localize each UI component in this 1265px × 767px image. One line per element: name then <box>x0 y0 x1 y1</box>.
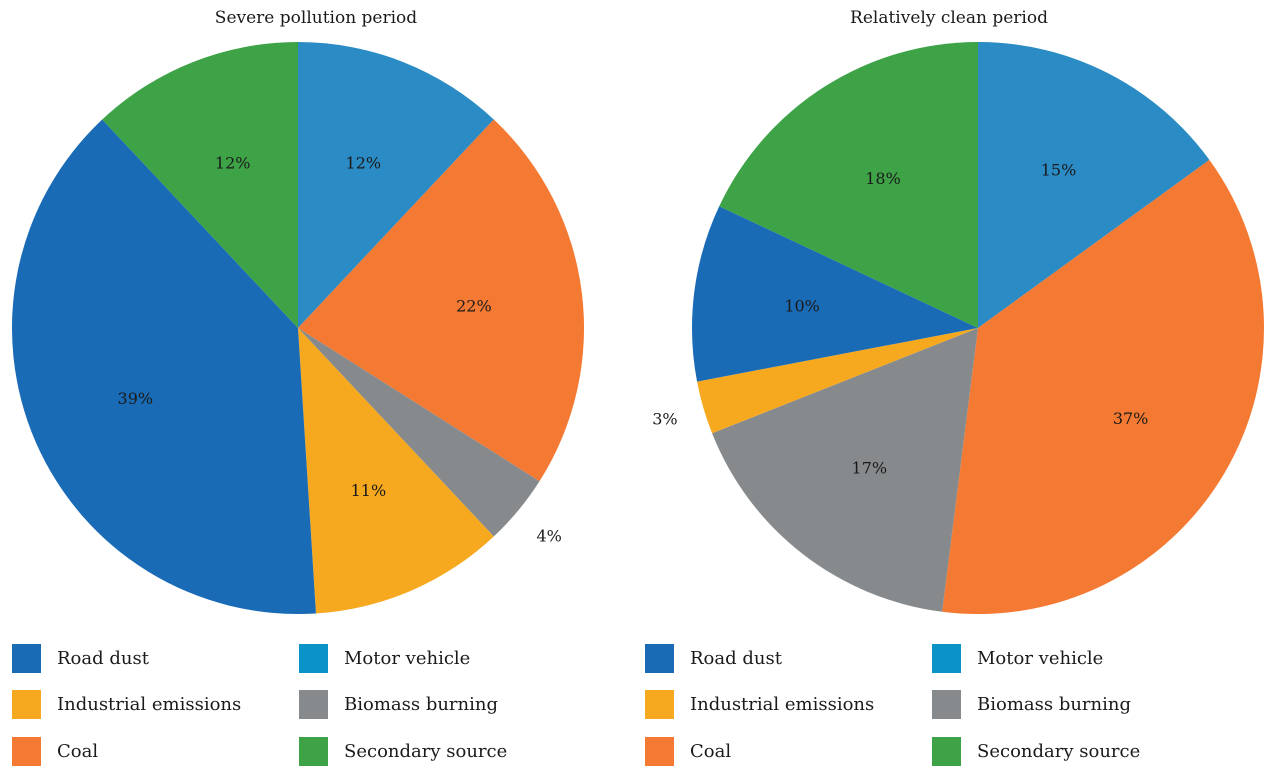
legend-label: Biomass burning <box>977 693 1132 715</box>
pie-slice-industrial-emissions <box>298 328 494 614</box>
data-label-motor-vehicle: 15% <box>1041 161 1077 180</box>
legend-swatch <box>12 736 41 766</box>
pie-slice-coal <box>942 159 1265 614</box>
legend-swatch <box>12 643 41 673</box>
legend-swatch <box>12 689 41 719</box>
data-label-motor-vehicle: 12% <box>346 154 382 173</box>
data-label-secondary-source: 12% <box>215 154 251 173</box>
legend-item-motor-vehicle: Motor vehicle <box>932 643 1103 673</box>
legend-item-secondary-source: Secondary source <box>932 736 1140 766</box>
pie-slice-biomass-burning <box>712 328 978 612</box>
legend-label: Road dust <box>690 647 782 669</box>
pie-chart-panel-relatively-clean: 15% 37% 17% 3% 10% 18% Relatively clean perio… <box>633 0 1265 767</box>
legend-label: Secondary source <box>977 740 1141 762</box>
legend-item-industrial-emissions: Industrial emissions <box>12 689 241 719</box>
pie-slice-biomass-burning <box>298 328 540 537</box>
data-label-coal: 37% <box>1113 409 1149 428</box>
data-label-biomass-burning: 4% <box>537 526 562 545</box>
pie-slice-secondary-source <box>719 42 978 328</box>
data-label-coal: 22% <box>456 296 492 315</box>
legend-item-secondary-source: Secondary source <box>299 736 507 766</box>
legend-label: Motor vehicle <box>977 647 1104 669</box>
legend-label: Secondary source <box>344 740 508 762</box>
legend-swatch <box>299 736 328 766</box>
legend-label: Coal <box>57 740 99 762</box>
pie-chart: 15% 37% 17% 3% 10% 18% <box>652 42 1265 614</box>
legend-label: Motor vehicle <box>344 647 471 669</box>
legend-item-road-dust: Road dust <box>645 643 782 673</box>
pie-slice-road-dust <box>692 206 978 382</box>
chart-title: Severe pollution period <box>214 8 418 28</box>
legend-swatch <box>932 689 961 719</box>
legend-item-coal: Coal <box>645 736 731 766</box>
legend-label: Biomass burning <box>344 693 499 715</box>
data-label-secondary-source: 18% <box>865 169 901 188</box>
legend-swatch <box>299 643 328 673</box>
pie-slice-industrial-emissions <box>697 328 978 434</box>
legend-item-biomass-burning: Biomass burning <box>299 689 498 719</box>
pie-chart-panel-severe-pollution: 12% 22% 4% 11% 39% 12% Severe pollution perio… <box>0 0 632 767</box>
legend-swatch <box>645 689 674 719</box>
pie-slice-coal <box>298 119 585 482</box>
pie-chart: 12% 22% 4% 11% 39% 12% <box>11 41 585 615</box>
legend-swatch <box>932 736 961 766</box>
pie-slice-secondary-source <box>102 41 298 328</box>
pie-slice-road-dust <box>11 119 316 615</box>
legend-item-motor-vehicle: Motor vehicle <box>299 643 470 673</box>
chart-title: Relatively clean period <box>850 8 1048 28</box>
data-label-industrial-emissions: 3% <box>652 410 677 429</box>
legend-label: Industrial emissions <box>57 693 242 715</box>
legend-swatch <box>645 736 674 766</box>
legend-item-industrial-emissions: Industrial emissions <box>645 689 874 719</box>
legend-item-coal: Coal <box>12 736 98 766</box>
legend-item-biomass-burning: Biomass burning <box>932 689 1131 719</box>
legend-label: Coal <box>690 740 732 762</box>
legend-swatch <box>932 643 961 673</box>
data-label-industrial-emissions: 11% <box>351 481 387 500</box>
legend-label: Industrial emissions <box>690 693 875 715</box>
data-label-road-dust: 39% <box>118 389 154 408</box>
legend-item-road-dust: Road dust <box>12 643 149 673</box>
legend-label: Road dust <box>57 647 149 669</box>
data-label-road-dust: 10% <box>784 296 820 315</box>
legend-swatch <box>299 689 328 719</box>
pie-slice-motor-vehicle <box>298 42 494 328</box>
legend-swatch <box>645 643 674 673</box>
data-label-biomass-burning: 17% <box>852 459 888 478</box>
pie-slice-motor-vehicle <box>978 42 1210 328</box>
